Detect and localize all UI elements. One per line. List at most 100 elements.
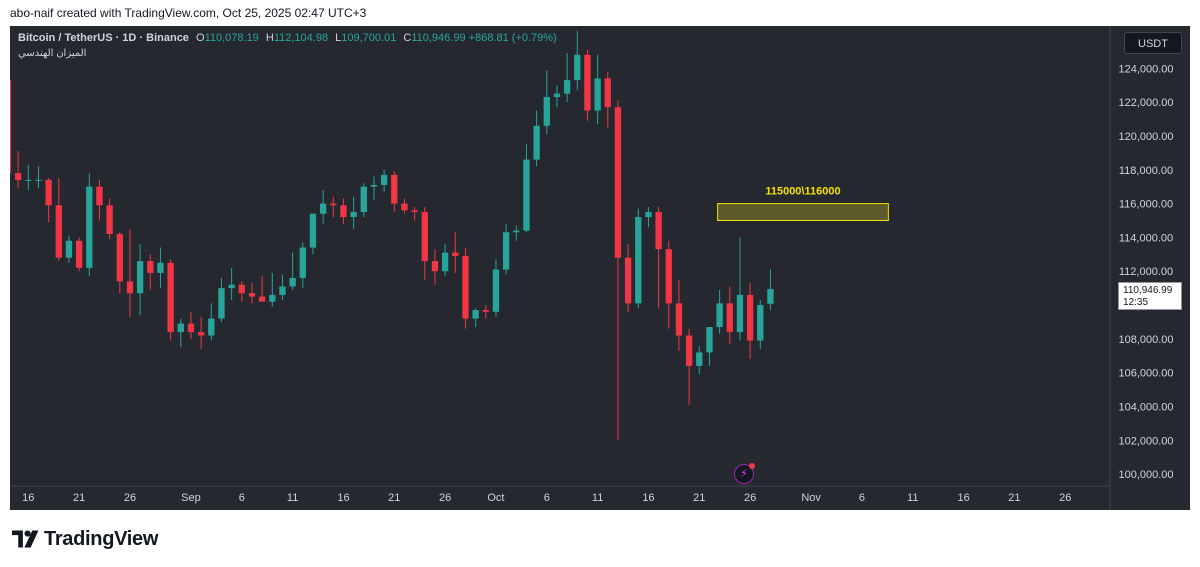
candle-body — [126, 281, 134, 294]
candle-body — [492, 269, 500, 312]
y-tick-label: 124,000.00 — [1118, 63, 1173, 75]
x-tick-label: 16 — [22, 492, 34, 504]
candlestick-chart[interactable]: 115000\116000 124,000.00 122,000.00 120,00… — [10, 26, 1190, 510]
candle-body — [269, 294, 276, 302]
candle-body — [604, 78, 611, 108]
candle-body — [645, 212, 652, 218]
candle-body — [55, 205, 62, 258]
candle-body — [187, 323, 195, 333]
x-tick-label: 26 — [744, 492, 756, 504]
y-tick-label: 114,000.00 — [1119, 232, 1173, 244]
candle-body — [350, 212, 357, 218]
candle-body — [136, 261, 144, 294]
candle-body — [299, 247, 306, 278]
x-axis: 16 21 26 Sep 6 11 16 21 26 Oct 6 11 16 21 26 Nov 6 11 16 21… — [22, 492, 1071, 504]
candle-body — [279, 286, 286, 295]
candle-body — [391, 174, 398, 204]
x-tick-label: 21 — [693, 492, 705, 504]
x-tick-label: 11 — [287, 492, 298, 504]
candle-body — [675, 303, 683, 336]
candle-body — [360, 186, 367, 213]
chart-attribution: abo-naif created with TradingView.com, O… — [10, 6, 367, 20]
currency-button[interactable]: USDT — [1124, 32, 1182, 54]
low-value: 109,700.01 — [341, 32, 397, 44]
candle-body — [665, 249, 672, 304]
candle-body — [563, 80, 571, 94]
notification-dot — [749, 463, 755, 469]
x-tick-label: 16 — [957, 492, 969, 504]
y-tick-label: 100,000.00 — [1118, 469, 1173, 481]
candle-body — [411, 210, 418, 213]
candle-body — [706, 327, 713, 353]
candle-body — [319, 203, 327, 214]
zone-layer: 115000\116000 — [717, 186, 889, 221]
y-tick-label: 112,000.00 — [1119, 266, 1173, 278]
candle-body — [45, 179, 52, 206]
candle-body — [757, 305, 764, 341]
candle-body — [116, 234, 123, 282]
candle-body — [594, 78, 601, 111]
candle-body — [157, 262, 164, 273]
candle-body — [208, 318, 215, 336]
candle-body — [452, 252, 459, 256]
y-tick-label: 104,000.00 — [1118, 402, 1173, 414]
x-tick-label: 26 — [439, 492, 451, 504]
chart-panel[interactable]: 115000\116000 124,000.00 122,000.00 120,00… — [10, 26, 1190, 510]
candle-body — [513, 230, 520, 233]
y-tick-label: 120,000.00 — [1118, 131, 1173, 143]
candle-body — [767, 289, 774, 304]
candle-body — [584, 54, 591, 111]
open-label: O — [196, 32, 205, 44]
candle-body — [574, 54, 581, 81]
high-value: 112,104.98 — [273, 32, 329, 44]
candle-body — [228, 284, 235, 289]
x-tick-label: 11 — [592, 492, 603, 504]
open-value: 110,078.19 — [204, 32, 259, 44]
indicator-label[interactable]: الميزان الهندسي — [18, 48, 87, 59]
x-tick-label: 21 — [73, 492, 85, 504]
high-label: H — [265, 32, 274, 44]
candle-body — [96, 186, 103, 206]
tradingview-mark-icon — [12, 530, 39, 548]
x-tick-label: Sep — [181, 492, 201, 504]
brand-name: TradingView — [44, 527, 159, 550]
candle-body — [462, 256, 469, 319]
target-zone-label: 115000\116000 — [765, 186, 840, 198]
x-tick-label: 11 — [907, 492, 918, 504]
last-price: 110,946.99 — [1123, 285, 1173, 296]
lightning-icon[interactable]: ⚡ — [734, 463, 755, 484]
y-tick-label: 118,000.00 — [1119, 165, 1173, 177]
x-tick-label: 21 — [388, 492, 400, 504]
candle-body — [167, 262, 174, 333]
candle-body — [177, 323, 184, 333]
candle-body — [340, 205, 347, 218]
y-tick-label: 106,000.00 — [1118, 368, 1173, 380]
y-tick-label: 116,000.00 — [1119, 199, 1173, 211]
candle-body — [746, 294, 754, 341]
candle-body — [655, 212, 662, 250]
candle-body — [147, 261, 154, 273]
candle-body — [543, 97, 550, 126]
candle-body — [75, 240, 83, 268]
x-tick-label: 26 — [124, 492, 136, 504]
candle-body — [258, 296, 266, 302]
x-tick-label: 26 — [1059, 492, 1071, 504]
candle-body — [238, 284, 245, 294]
candle-body — [197, 332, 205, 336]
candle-body — [696, 352, 703, 366]
candle-body — [716, 303, 723, 328]
y-tick-label: 122,000.00 — [1118, 97, 1173, 109]
change-value: +868.81 (+0.79%) — [468, 32, 557, 44]
candle-body — [431, 261, 439, 272]
close-value: 110,946.99 — [411, 32, 466, 44]
low-label: L — [335, 32, 342, 44]
candle-body — [14, 173, 22, 180]
candle-body — [25, 179, 32, 181]
candle-body — [472, 310, 479, 319]
x-tick-label: 6 — [544, 492, 550, 504]
candle-body — [635, 217, 642, 304]
symbol-title[interactable]: Bitcoin / TetherUS · 1D · Binance — [18, 32, 189, 44]
candle-body — [106, 205, 113, 235]
candle-body — [736, 294, 744, 333]
ohlc-legend: Bitcoin / TetherUS · 1D · Binance O110,0… — [18, 32, 557, 44]
